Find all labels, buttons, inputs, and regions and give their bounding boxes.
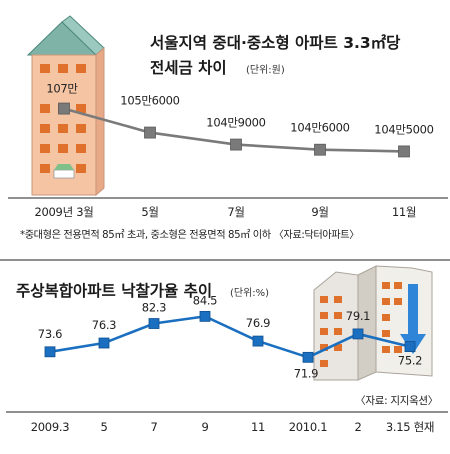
- data-point: [44, 346, 56, 358]
- x-tick-label: 2010.1: [289, 420, 327, 434]
- data-label: 104만9000: [206, 116, 265, 130]
- chart2-value-labels: 73.6 76.3 82.3 84.5 76.9 71.9 79.1 75.2: [38, 293, 423, 380]
- chart1-unit: (단위:원): [246, 63, 285, 76]
- data-point: [148, 318, 160, 329]
- data-label: 107만: [46, 82, 78, 96]
- x-tick-label: 7: [150, 420, 157, 434]
- data-point: [252, 335, 264, 347]
- data-label: 84.5: [193, 293, 217, 307]
- chart1-title: 서울지역 중대·중소형 아파트 3.3㎡당: [150, 33, 401, 52]
- high-rise-buildings-illustration: [313, 265, 433, 381]
- chart1-value-labels: 107만 105만6000 104만9000 104만6000 104만5000: [46, 82, 434, 137]
- data-point: [58, 102, 70, 115]
- data-label: 76.9: [246, 316, 270, 330]
- data-label: 104만6000: [290, 121, 349, 135]
- chart1-footnote: *중대형은 전용면적 85㎡ 초과, 중소형은 전용면적 85㎡ 이하 〈자료:…: [20, 228, 359, 241]
- data-label: 104만5000: [374, 122, 433, 136]
- chart2-series: [44, 310, 416, 363]
- chart2-source: 〈자료: 지지옥션〉: [355, 395, 438, 407]
- data-point: [230, 138, 242, 151]
- x-tick-label: 11월: [392, 205, 416, 219]
- x-tick-label: 5: [100, 420, 107, 434]
- down-arrow-icon: [408, 284, 418, 334]
- data-label: 75.2: [398, 354, 422, 368]
- data-label: 73.6: [38, 327, 62, 341]
- chart1-x-ticks: 2009년 3월 5월 7월 9월 11월: [35, 205, 417, 219]
- data-label: 105만6000: [120, 94, 179, 108]
- chart-auction-rate: 주상복합아파트 낙찰가율 추이 (단위:%) 73.6 76.3 82.3 84.5 7: [6, 265, 448, 434]
- data-label: 82.3: [142, 301, 166, 315]
- data-point: [314, 143, 326, 156]
- data-point: [144, 126, 156, 139]
- data-point: [404, 341, 416, 353]
- x-tick-label: 5월: [141, 205, 158, 219]
- data-point: [352, 328, 364, 340]
- x-tick-label: 9월: [311, 205, 328, 219]
- chart1-title-line2: 전세금 차이: [150, 59, 227, 77]
- x-tick-label: 7월: [227, 205, 244, 219]
- data-point: [302, 351, 314, 363]
- data-point: [199, 310, 211, 322]
- x-tick-label: 9: [201, 420, 208, 434]
- chart2-title: 주상복합아파트 낙찰가율 추이: [16, 281, 212, 300]
- series-line: [49, 315, 411, 359]
- data-point: [98, 337, 110, 349]
- x-tick-label: 3.15 현재: [386, 420, 434, 434]
- x-tick-label: 2: [354, 420, 361, 434]
- data-label: 76.3: [92, 318, 116, 332]
- chart2-x-ticks: 2009.3 5 7 9 11 2010.1 2 3.15 현재: [31, 420, 435, 434]
- data-label: 79.1: [346, 309, 370, 323]
- chart1-series: [58, 102, 410, 158]
- chart-rent-gap: 서울지역 중대·중소형 아파트 3.3㎡당 전세금 차이 (단위:원) 107만…: [8, 15, 448, 241]
- chart2-unit: (단위:%): [230, 286, 269, 299]
- x-tick-label: 11: [251, 420, 265, 434]
- x-tick-label: 2009.3: [31, 420, 69, 434]
- data-point: [398, 145, 410, 158]
- data-label: 71.9: [294, 366, 318, 380]
- x-tick-label: 2009년 3월: [35, 205, 94, 219]
